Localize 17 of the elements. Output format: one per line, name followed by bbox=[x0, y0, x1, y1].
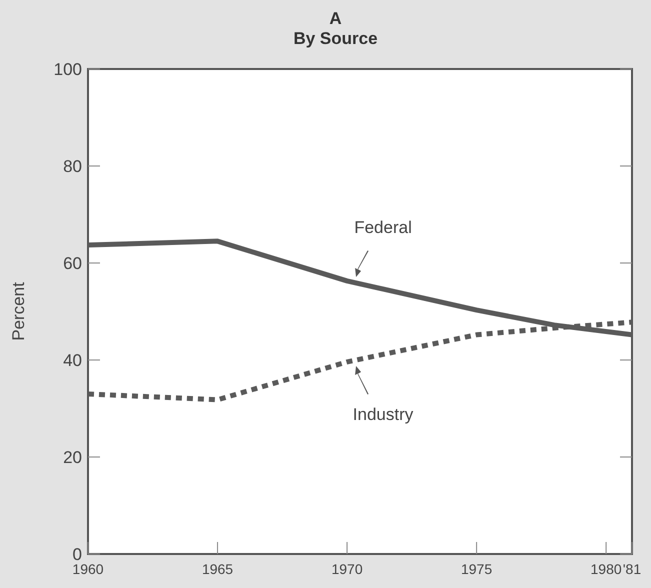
x-tick-label: 1960 bbox=[72, 561, 104, 577]
y-tick-label: 80 bbox=[63, 157, 82, 176]
y-tick-label: 100 bbox=[54, 60, 82, 79]
y-tick-label: 60 bbox=[63, 254, 82, 273]
x-tick-label: 1975 bbox=[460, 561, 492, 577]
x-tick-label: 1970 bbox=[331, 561, 363, 577]
x-tick-label: 1965 bbox=[202, 561, 234, 577]
chart-title: A bbox=[329, 9, 342, 28]
y-tick-label: 20 bbox=[63, 448, 82, 467]
y-axis-title: Percent bbox=[9, 282, 28, 341]
text: Federal bbox=[354, 218, 412, 237]
y-tick-label: 0 bbox=[72, 545, 82, 564]
legend-label: Industry bbox=[352, 404, 414, 424]
chart-subtitle: By Source bbox=[293, 29, 378, 48]
x-tick-label: 1980 bbox=[590, 561, 622, 577]
y-tick-label: 40 bbox=[63, 351, 82, 370]
x-tick-label: '81 bbox=[622, 561, 642, 577]
